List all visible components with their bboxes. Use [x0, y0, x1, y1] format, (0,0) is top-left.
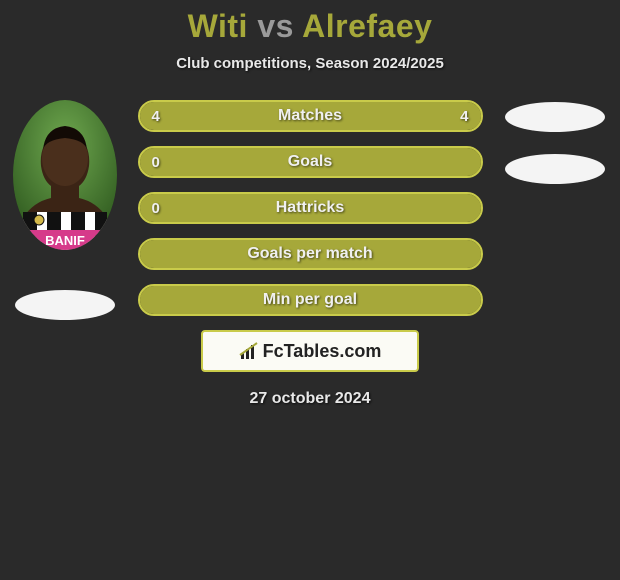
player2-avatar-placeholder — [505, 102, 605, 132]
stat-bar: Goals per match — [138, 238, 483, 270]
stat-label: Min per goal — [263, 291, 357, 309]
subtitle: Club competitions, Season 2024/2025 — [176, 55, 444, 72]
stat-label: Goals — [288, 153, 332, 171]
stat-label: Matches — [278, 107, 342, 125]
stats-area: BANIF 4 Matches 4 0 Goals 0 Hattricks Goals per… — [0, 100, 620, 316]
brand-name: FcTables.com — [263, 341, 382, 362]
right-player-column — [500, 100, 610, 184]
comparison-card: Witi vs Alrefaey Club competitions, Seas… — [0, 0, 620, 408]
player2-name-plate — [505, 154, 605, 184]
date-text: 27 october 2024 — [250, 390, 371, 408]
brand-badge: FcTables.com — [201, 330, 419, 372]
stat-bars: 4 Matches 4 0 Goals 0 Hattricks Goals per match… — [138, 100, 483, 316]
vs-text: vs — [257, 8, 294, 44]
player1-name: Witi — [188, 8, 248, 44]
title: Witi vs Alrefaey — [188, 8, 433, 45]
stat-bar: 0 Hattricks — [138, 192, 483, 224]
bar-chart-icon — [239, 341, 259, 361]
stat-value-right: 4 — [460, 108, 468, 125]
player1-name-plate — [15, 290, 115, 320]
left-player-column: BANIF — [10, 100, 120, 320]
player1-avatar: BANIF — [13, 100, 117, 250]
svg-text:BANIF: BANIF — [45, 233, 85, 248]
stat-label: Goals per match — [247, 245, 372, 263]
stat-value-left: 0 — [152, 200, 160, 217]
stat-value-left: 0 — [152, 154, 160, 171]
stat-bar: 0 Goals — [138, 146, 483, 178]
stat-value-left: 4 — [152, 108, 160, 125]
player-photo-icon: BANIF — [13, 100, 117, 250]
stat-bar: Min per goal — [138, 284, 483, 316]
stat-bar: 4 Matches 4 — [138, 100, 483, 132]
player2-name: Alrefaey — [302, 8, 432, 44]
stat-label: Hattricks — [276, 199, 344, 217]
